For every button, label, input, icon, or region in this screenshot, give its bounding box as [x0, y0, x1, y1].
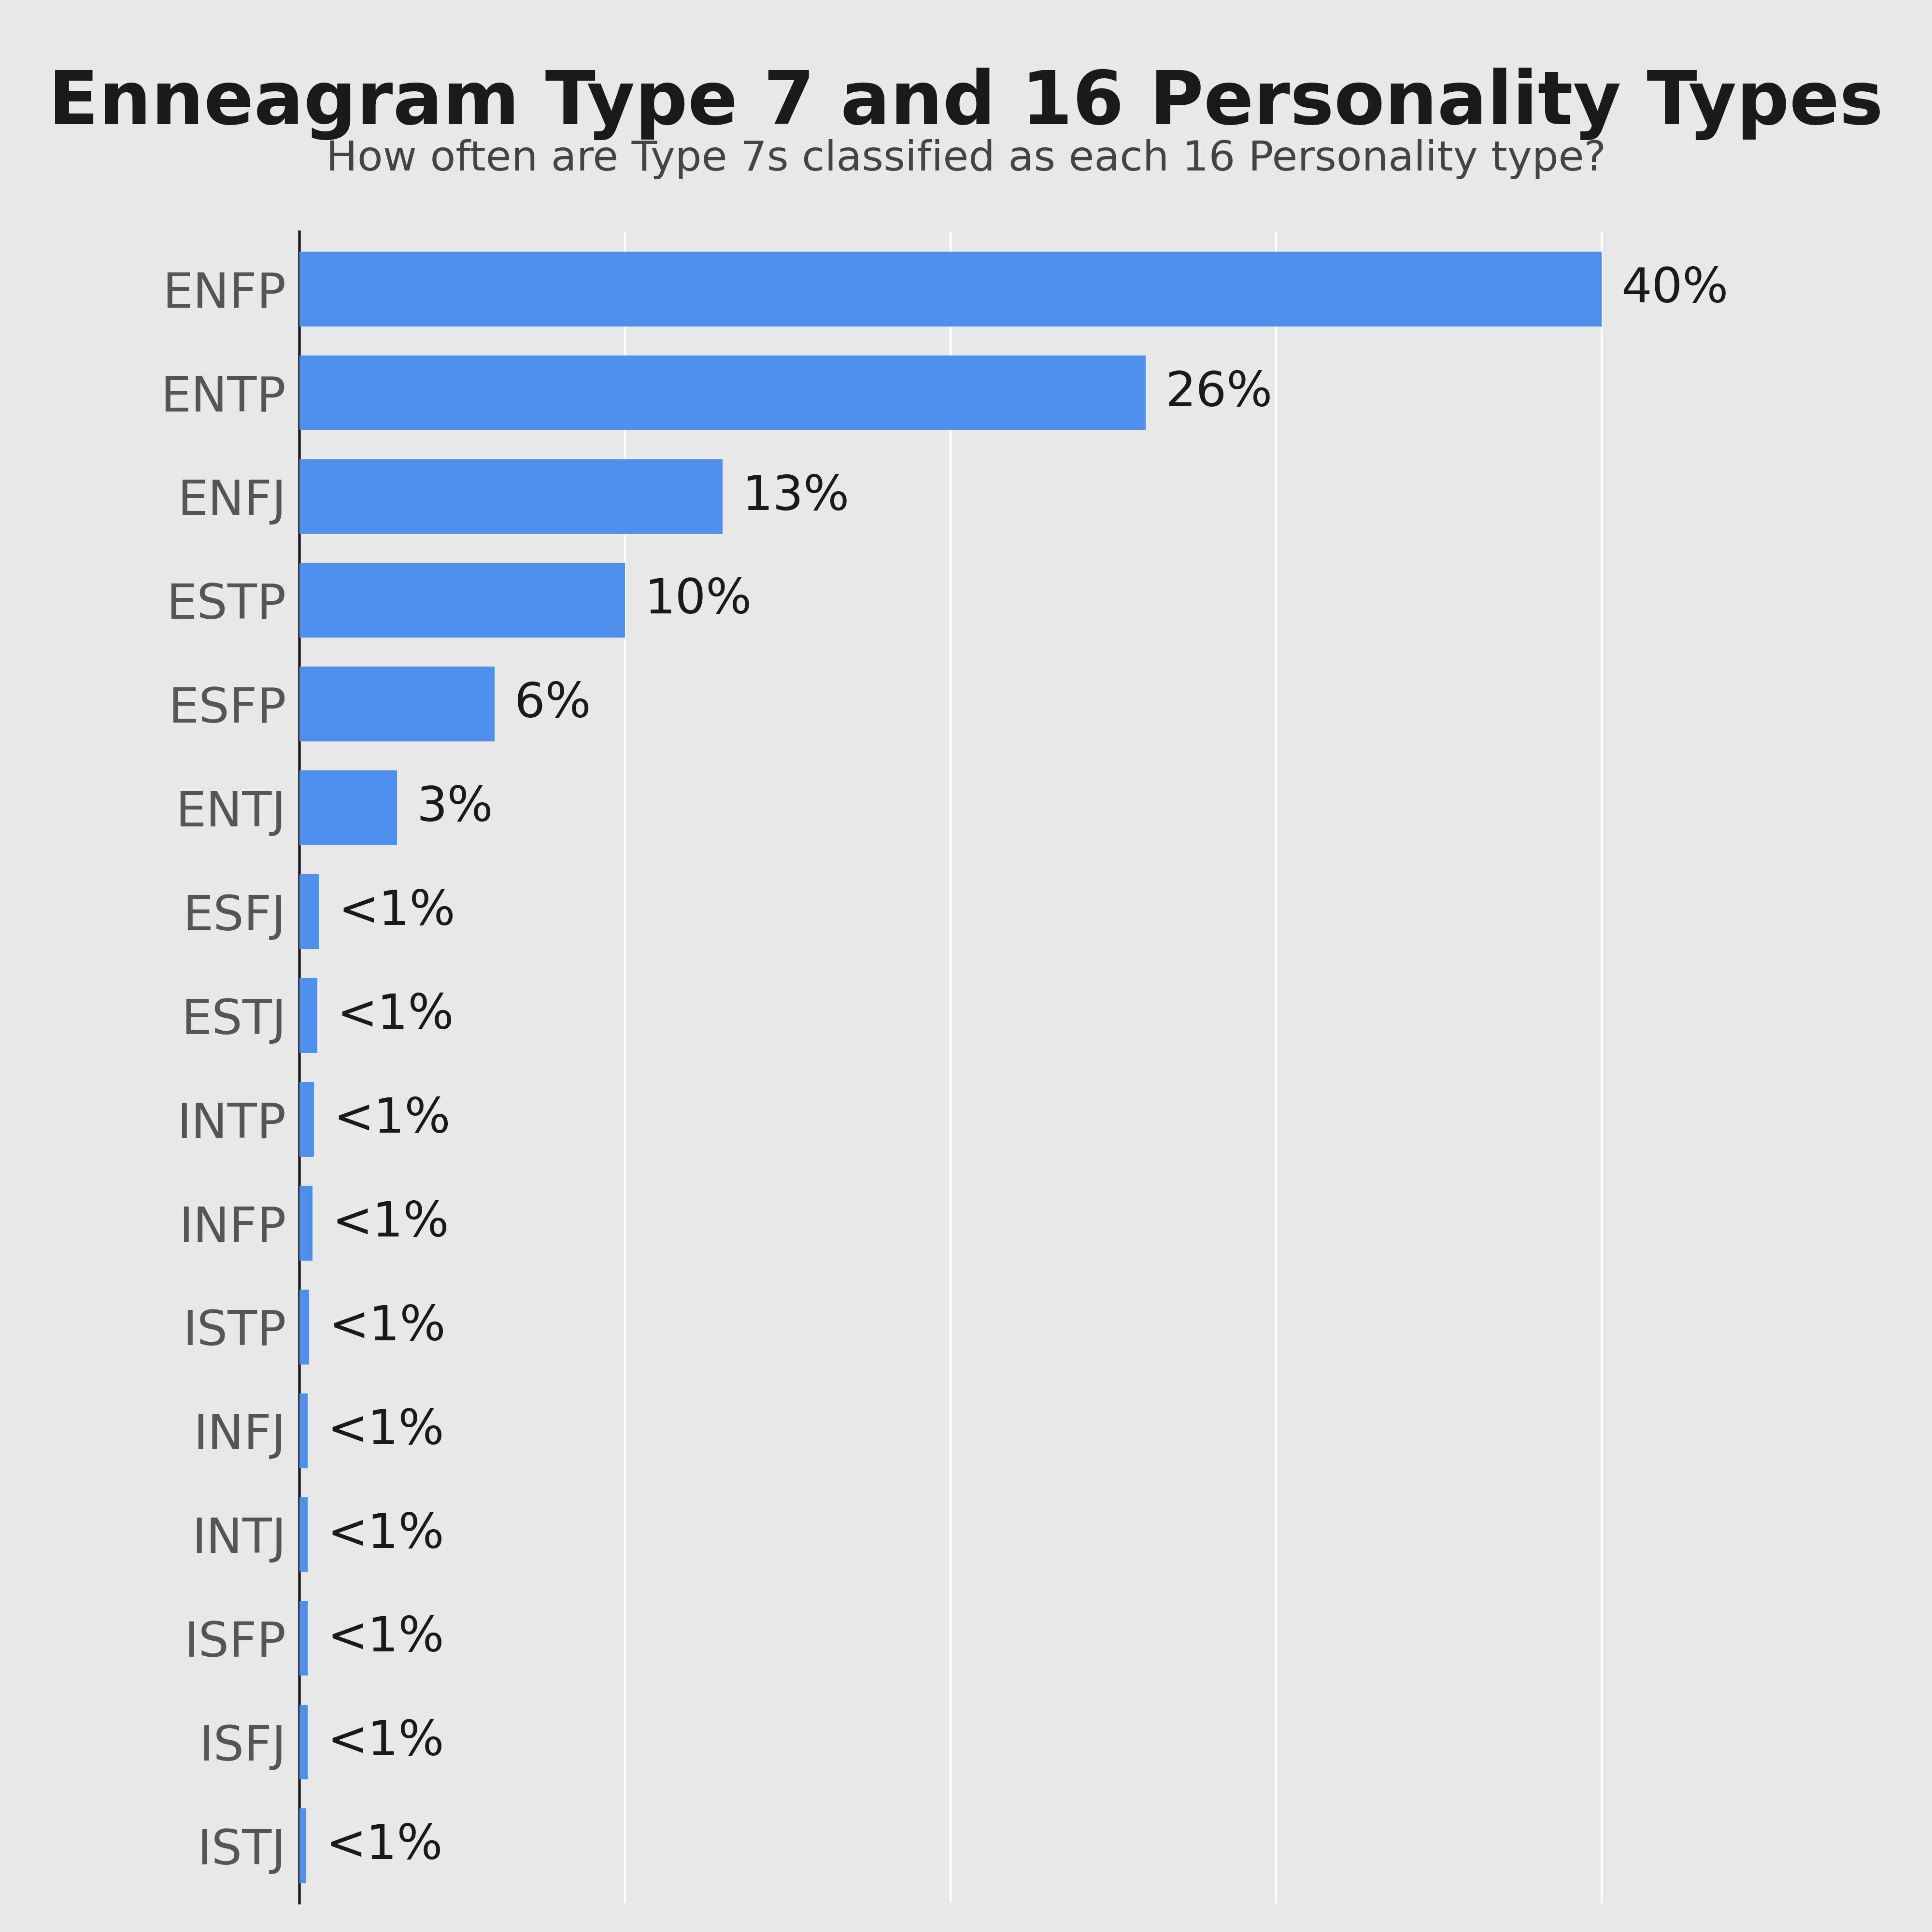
Text: 6%: 6%	[514, 680, 591, 728]
Text: <1%: <1%	[327, 1406, 444, 1455]
Text: <1%: <1%	[327, 1511, 444, 1557]
Bar	[299, 1497, 307, 1573]
Bar	[299, 460, 723, 533]
Bar	[299, 1393, 307, 1468]
Bar	[299, 771, 398, 846]
Text: 3%: 3%	[417, 784, 493, 831]
Text: <1%: <1%	[332, 1200, 448, 1246]
Text: 26%: 26%	[1165, 369, 1273, 415]
Text: 13%: 13%	[742, 473, 850, 520]
Bar	[299, 667, 495, 742]
Bar	[299, 1082, 315, 1157]
Text: <1%: <1%	[338, 889, 456, 935]
Text: <1%: <1%	[327, 1719, 444, 1766]
Text: <1%: <1%	[328, 1304, 446, 1350]
Bar	[299, 1602, 307, 1675]
Bar	[299, 1704, 307, 1779]
Bar	[299, 355, 1146, 431]
Text: 40%: 40%	[1621, 265, 1729, 313]
Text: <1%: <1%	[334, 1095, 450, 1142]
Bar	[299, 1289, 309, 1364]
Bar	[299, 251, 1602, 327]
Text: 10%: 10%	[645, 578, 752, 624]
Text: <1%: <1%	[325, 1822, 442, 1870]
Bar	[299, 875, 319, 949]
Bar	[299, 562, 624, 638]
Text: <1%: <1%	[327, 1615, 444, 1662]
Bar	[299, 978, 317, 1053]
Text: <1%: <1%	[336, 993, 454, 1039]
Text: How often are Type 7s classified as each 16 Personality type?: How often are Type 7s classified as each…	[327, 139, 1605, 180]
Bar	[299, 1186, 313, 1260]
Bar	[299, 1808, 305, 1884]
Text: Enneagram Type 7 and 16 Personality Types: Enneagram Type 7 and 16 Personality Type…	[48, 68, 1884, 141]
